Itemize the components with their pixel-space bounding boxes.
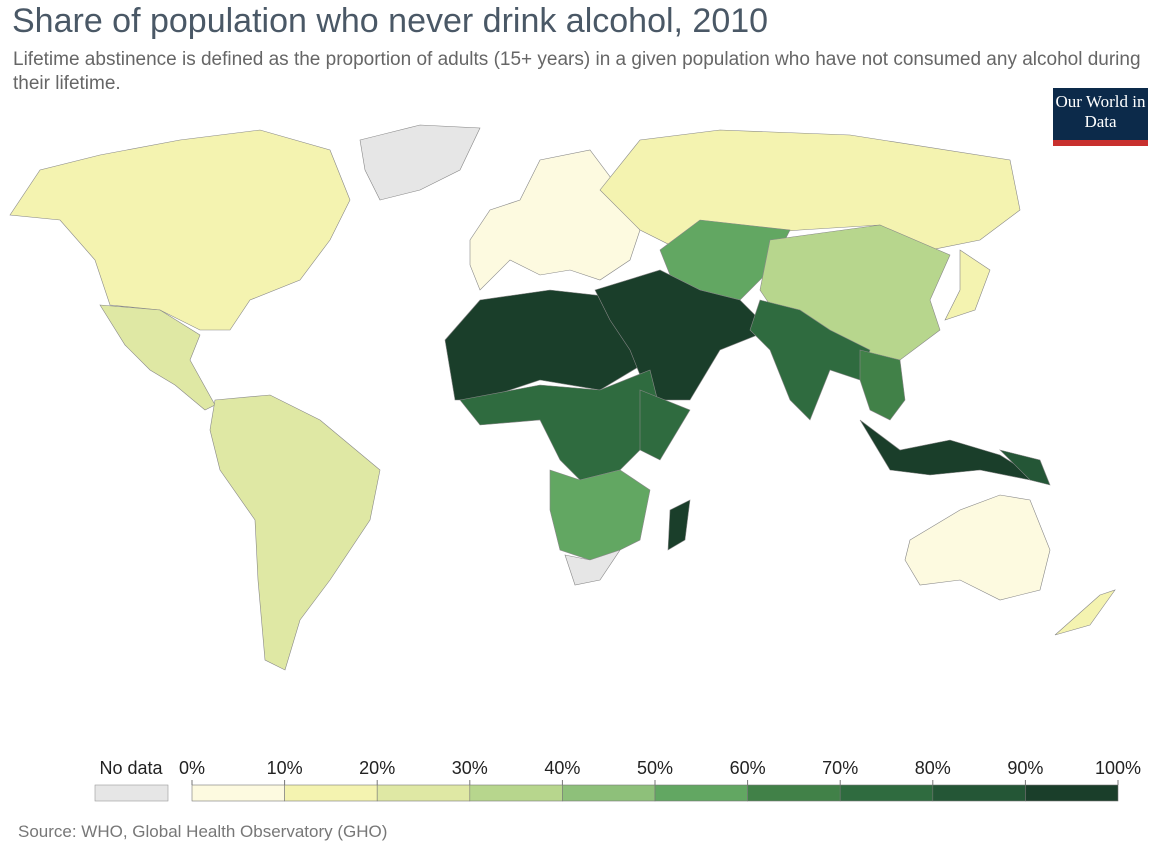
country: [599, 129, 1021, 251]
country: [209, 394, 381, 671]
logo[interactable]: Our World in Data: [1053, 88, 1148, 146]
legend-tick-label: 40%: [544, 758, 580, 778]
legend-tick-label: 80%: [915, 758, 951, 778]
country: [99, 304, 216, 411]
legend-bin: [932, 784, 1026, 802]
legend-tick-label: 20%: [359, 758, 395, 778]
legend-tick-label: 30%: [452, 758, 488, 778]
subtitle: Lifetime abstinence is defined as the pr…: [13, 49, 1141, 94]
country: [999, 449, 1051, 486]
country: [904, 494, 1051, 601]
legend-tick-label: 70%: [822, 758, 858, 778]
no-data-swatch: [94, 784, 169, 802]
legend-bin: [747, 784, 841, 802]
legend-label: No data: [99, 758, 163, 778]
legend-tick-label: 0%: [179, 758, 205, 778]
country: [667, 499, 691, 551]
country: [469, 149, 641, 291]
country: [594, 269, 771, 401]
country: [549, 469, 651, 561]
country: [359, 124, 481, 201]
country: [9, 129, 351, 331]
country: [1054, 589, 1116, 636]
legend-bin: [839, 784, 934, 802]
country: [564, 549, 621, 586]
country: [749, 299, 871, 421]
legend-bin: [191, 784, 285, 802]
legend-bin: [469, 784, 563, 802]
legend-bin: [562, 784, 656, 802]
legend-bin: [1025, 784, 1119, 802]
country: [944, 249, 991, 321]
country: [859, 419, 1042, 481]
source: Source: WHO, Global Health Observatory (…: [18, 822, 388, 841]
legend-bin: [284, 784, 378, 802]
legend-bin: [654, 784, 748, 802]
legend-tick-label: 100%: [1095, 758, 1141, 778]
country: [459, 369, 661, 481]
legend-bin: [376, 784, 471, 802]
legend-tick-label: 60%: [730, 758, 766, 778]
legend-tick-label: 10%: [267, 758, 303, 778]
title: Share of population who never drink alco…: [12, 2, 769, 40]
country: [639, 389, 691, 461]
legend-tick-label: 50%: [637, 758, 673, 778]
legend-tick-label: 90%: [1007, 758, 1043, 778]
country: [859, 349, 906, 421]
